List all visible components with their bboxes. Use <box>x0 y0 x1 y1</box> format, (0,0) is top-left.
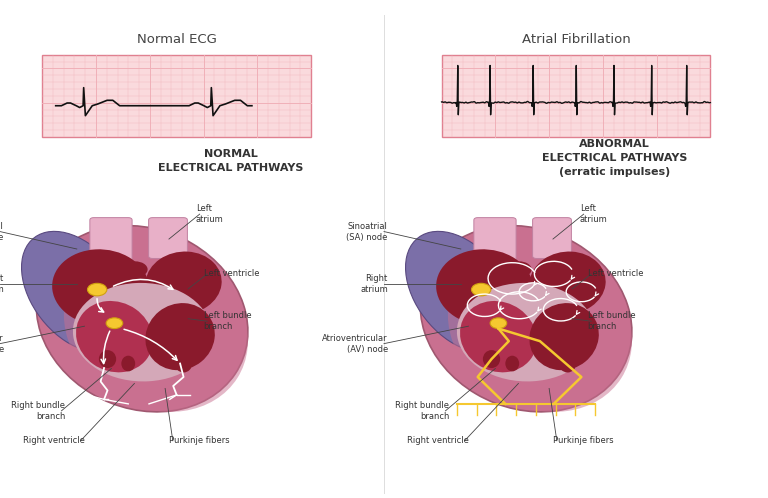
Circle shape <box>157 257 182 273</box>
Text: Atrial Fibrillation: Atrial Fibrillation <box>521 33 631 46</box>
Circle shape <box>472 283 491 296</box>
Circle shape <box>541 257 566 273</box>
Ellipse shape <box>36 226 248 412</box>
Text: Atrioventricular
(AV) node: Atrioventricular (AV) node <box>0 334 4 354</box>
Text: Purkinje fibers: Purkinje fibers <box>553 436 614 445</box>
Ellipse shape <box>52 249 149 325</box>
Ellipse shape <box>448 244 632 412</box>
Circle shape <box>562 270 587 286</box>
Circle shape <box>123 261 147 277</box>
Text: Right
atrium: Right atrium <box>360 274 388 294</box>
FancyArrowPatch shape <box>101 331 110 364</box>
Ellipse shape <box>559 355 576 373</box>
Text: ABNORMAL
ELECTRICAL PATHWAYS
(erratic impulses): ABNORMAL ELECTRICAL PATHWAYS (erratic im… <box>541 139 687 177</box>
Ellipse shape <box>529 303 599 370</box>
Bar <box>442 55 710 137</box>
Text: Left bundle
branch: Left bundle branch <box>588 311 635 331</box>
Ellipse shape <box>175 355 192 373</box>
Bar <box>42 55 311 137</box>
Text: Left
atrium: Left atrium <box>580 204 607 224</box>
Circle shape <box>106 318 123 329</box>
Ellipse shape <box>406 232 515 352</box>
Ellipse shape <box>145 251 222 314</box>
Ellipse shape <box>121 356 135 372</box>
Circle shape <box>88 283 107 296</box>
FancyBboxPatch shape <box>90 218 132 263</box>
FancyArrowPatch shape <box>114 279 173 289</box>
Text: Left bundle
branch: Left bundle branch <box>204 311 251 331</box>
Text: Left
atrium: Left atrium <box>196 204 223 224</box>
FancyBboxPatch shape <box>149 218 187 258</box>
Ellipse shape <box>457 283 595 381</box>
Text: Right ventricle: Right ventricle <box>22 436 84 445</box>
Ellipse shape <box>460 301 537 373</box>
Ellipse shape <box>505 356 519 372</box>
Text: Right
atrium: Right atrium <box>0 274 4 294</box>
FancyBboxPatch shape <box>474 218 516 263</box>
Text: Atrioventricular
(AV) node: Atrioventricular (AV) node <box>323 334 388 354</box>
Ellipse shape <box>483 350 500 368</box>
FancyBboxPatch shape <box>532 218 571 258</box>
Text: Sinoatrial
(SA) node: Sinoatrial (SA) node <box>346 222 388 242</box>
Text: Right bundle
branch: Right bundle branch <box>12 401 65 421</box>
Ellipse shape <box>145 303 215 370</box>
Text: Normal ECG: Normal ECG <box>137 33 217 46</box>
Ellipse shape <box>73 283 211 381</box>
Ellipse shape <box>420 226 632 412</box>
Text: Left ventricle: Left ventricle <box>588 269 643 278</box>
FancyArrowPatch shape <box>124 329 177 360</box>
Ellipse shape <box>529 251 606 314</box>
Text: Right ventricle: Right ventricle <box>406 436 468 445</box>
Circle shape <box>507 261 531 277</box>
Ellipse shape <box>64 244 248 412</box>
Circle shape <box>490 318 507 329</box>
Circle shape <box>178 270 203 286</box>
Ellipse shape <box>436 249 533 325</box>
Ellipse shape <box>22 232 131 352</box>
Ellipse shape <box>76 301 153 373</box>
Text: Sinoatrial
(SA) node: Sinoatrial (SA) node <box>0 222 4 242</box>
Text: Right bundle
branch: Right bundle branch <box>396 401 449 421</box>
Text: NORMAL
ELECTRICAL PATHWAYS: NORMAL ELECTRICAL PATHWAYS <box>157 149 303 173</box>
FancyArrowPatch shape <box>97 299 104 312</box>
Text: Left ventricle: Left ventricle <box>204 269 259 278</box>
Text: Purkinje fibers: Purkinje fibers <box>169 436 230 445</box>
Ellipse shape <box>99 350 116 368</box>
